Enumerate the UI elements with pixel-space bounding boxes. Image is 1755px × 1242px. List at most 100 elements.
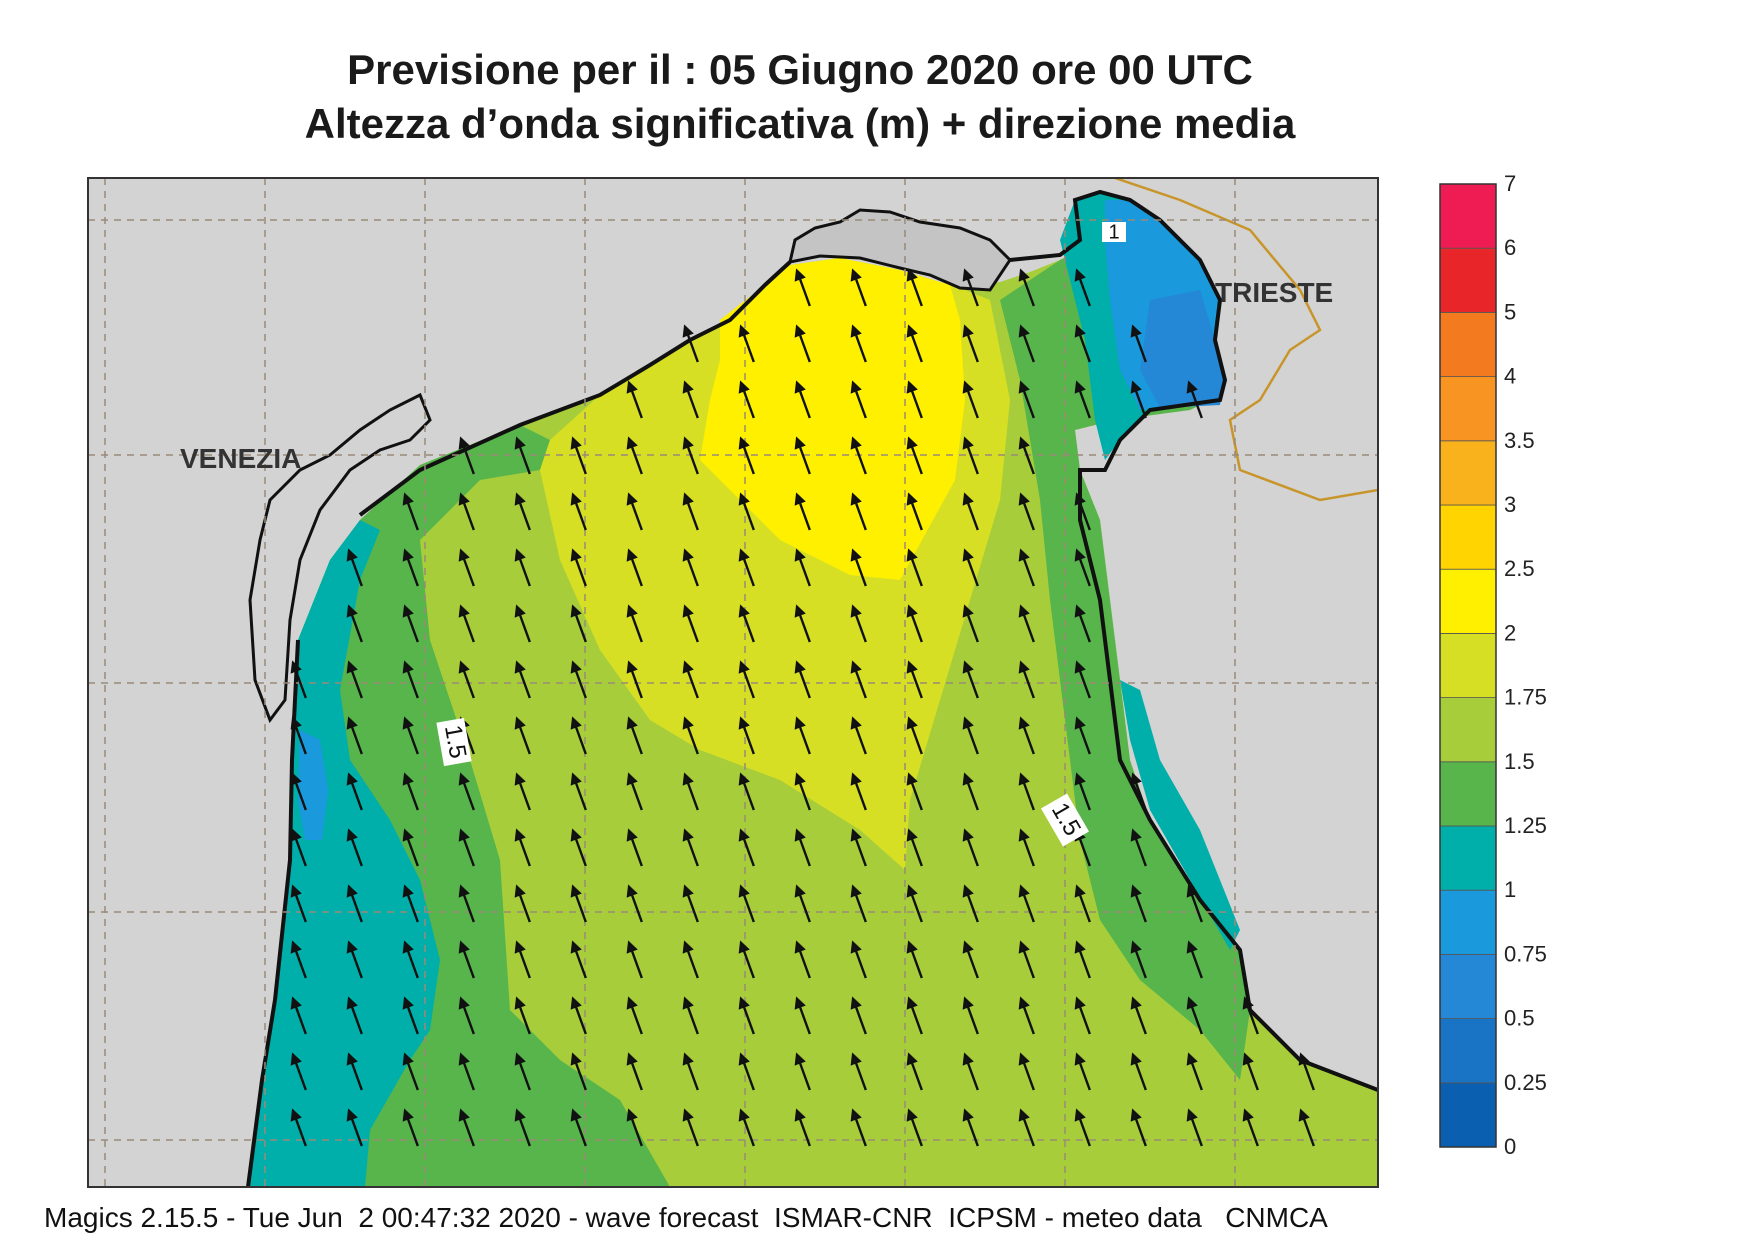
direction-arrow (794, 884, 811, 923)
direction-arrow (850, 380, 867, 419)
direction-arrow (1186, 1108, 1203, 1147)
legend-label: 0.25 (1504, 1070, 1547, 1095)
label-trieste: TRIESTE (1215, 277, 1333, 308)
direction-arrow (794, 716, 811, 755)
direction-arrow (850, 436, 867, 475)
legend-label: 0.75 (1504, 941, 1547, 966)
legend-label: 1.25 (1504, 813, 1547, 838)
direction-arrow (1186, 380, 1203, 419)
direction-arrow (738, 548, 755, 587)
direction-arrow (850, 492, 867, 531)
direction-arrow (906, 1108, 923, 1147)
direction-arrow (626, 604, 643, 643)
direction-arrow (850, 268, 867, 307)
direction-arrow (1130, 772, 1147, 811)
direction-arrow (794, 772, 811, 811)
direction-arrow (1242, 996, 1259, 1035)
direction-arrow (850, 716, 867, 755)
direction-arrow (682, 1052, 699, 1091)
direction-arrow (1018, 772, 1035, 811)
direction-arrow (850, 324, 867, 363)
direction-arrow (906, 772, 923, 811)
direction-arrow (738, 996, 755, 1035)
direction-arrow (458, 1052, 475, 1091)
direction-arrow (794, 1108, 811, 1147)
legend-swatch (1439, 761, 1497, 827)
legend-label: 6 (1504, 235, 1516, 260)
direction-arrow (906, 548, 923, 587)
direction-arrow (458, 996, 475, 1035)
direction-arrow (794, 324, 811, 363)
svg-text:1: 1 (1108, 221, 1119, 243)
direction-arrow (626, 828, 643, 867)
direction-arrow (962, 492, 979, 531)
direction-arrow (458, 660, 475, 699)
direction-arrow (626, 772, 643, 811)
direction-arrow (850, 548, 867, 587)
direction-arrow (682, 548, 699, 587)
direction-arrow (458, 1108, 475, 1147)
direction-arrow (346, 940, 363, 979)
direction-arrow (682, 324, 699, 363)
direction-arrow (570, 940, 587, 979)
direction-arrow (514, 604, 531, 643)
direction-arrow (1018, 716, 1035, 755)
direction-arrow (682, 492, 699, 531)
direction-arrow (850, 604, 867, 643)
direction-arrow (1074, 548, 1091, 587)
direction-arrow (850, 1052, 867, 1091)
direction-arrow (570, 1052, 587, 1091)
direction-arrow (570, 772, 587, 811)
direction-arrow (570, 996, 587, 1035)
direction-arrow (1186, 996, 1203, 1035)
direction-arrow (346, 884, 363, 923)
direction-arrow (682, 828, 699, 867)
direction-arrow (682, 380, 699, 419)
direction-arrow (514, 660, 531, 699)
direction-arrow (1242, 1052, 1259, 1091)
direction-arrow (682, 940, 699, 979)
direction-arrow (402, 940, 419, 979)
legend-swatch (1439, 183, 1497, 249)
direction-arrow (1074, 940, 1091, 979)
direction-arrow (1130, 884, 1147, 923)
direction-arrow (1018, 660, 1035, 699)
direction-arrow (738, 492, 755, 531)
direction-arrow (682, 772, 699, 811)
direction-arrow (514, 828, 531, 867)
direction-arrow (906, 492, 923, 531)
direction-arrow (1186, 940, 1203, 979)
direction-arrow (290, 940, 307, 979)
label-venezia: VENEZIA (180, 443, 301, 474)
direction-arrow (458, 772, 475, 811)
direction-arrow (682, 884, 699, 923)
direction-arrow (570, 548, 587, 587)
legend-label: 0 (1504, 1134, 1516, 1159)
map-area: VENEZIA TRIESTE 1.5 1.5 1 (88, 178, 1378, 1187)
legend-label: 1 (1504, 877, 1516, 902)
direction-arrow (794, 492, 811, 531)
direction-arrow (1018, 940, 1035, 979)
direction-arrow (1074, 660, 1091, 699)
direction-arrow (290, 716, 307, 755)
direction-arrow (962, 380, 979, 419)
direction-arrow (402, 772, 419, 811)
legend-label: 0.5 (1504, 1006, 1535, 1031)
direction-arrow (1074, 772, 1091, 811)
legend-label: 2 (1504, 620, 1516, 645)
direction-arrow (1186, 1052, 1203, 1091)
direction-arrow (346, 828, 363, 867)
direction-arrow (346, 660, 363, 699)
contour-label-3: 1 (1102, 221, 1126, 243)
map-frame (87, 177, 1379, 1188)
color-legend: 0 0.25 0.5 0.75 1 1.25 1.5 1.75 2 2.5 3 3.5 4 5 6 7 (1439, 171, 1547, 1159)
direction-arrow (402, 492, 419, 531)
direction-arrow (570, 604, 587, 643)
direction-arrow (794, 996, 811, 1035)
direction-arrow (906, 604, 923, 643)
direction-arrow (906, 940, 923, 979)
direction-arrow (906, 884, 923, 923)
direction-arrow (402, 996, 419, 1035)
direction-arrow (906, 324, 923, 363)
direction-arrow (514, 1052, 531, 1091)
